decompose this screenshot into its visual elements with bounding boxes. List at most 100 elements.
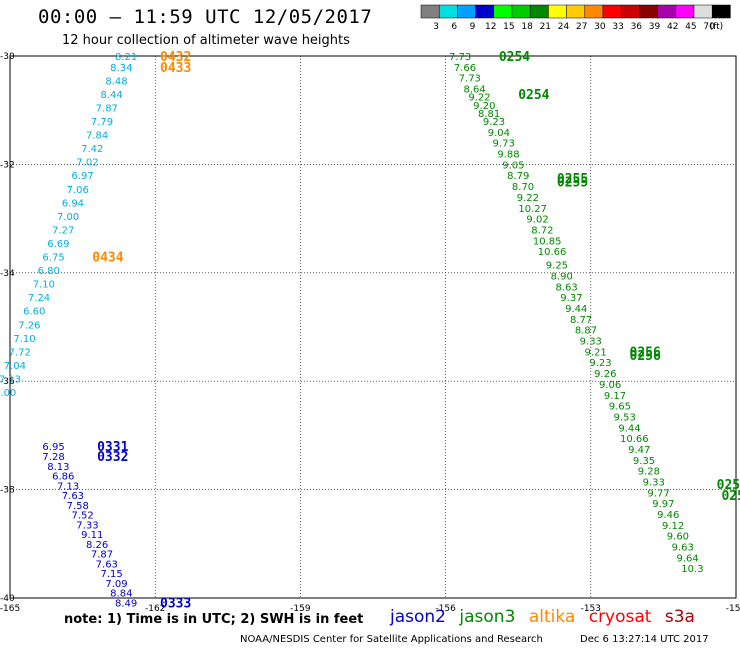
data-point-label: 7.63 [96, 559, 118, 570]
data-point-label: 9.23 [483, 117, 505, 128]
colorscale-box [529, 4, 549, 19]
data-point-label: 9.77 [647, 488, 669, 499]
data-point-label: 8.72 [531, 225, 553, 236]
colorscale-label: 9 [470, 22, 476, 32]
colorscale-label: 42 [667, 22, 678, 32]
colorscale-box [639, 4, 658, 19]
data-point-label: 6.60 [23, 307, 45, 318]
data-point-label: 7.15 [101, 569, 123, 580]
colorscale-label: 36 [631, 22, 643, 32]
data-point-label: 10.66 [538, 247, 567, 258]
data-point-label: 7.52 [71, 511, 93, 522]
data-point-label: 9.05 [502, 160, 524, 171]
data-point-label: 9.47 [628, 445, 650, 456]
colorscale-box [602, 4, 622, 19]
colorscale-box [475, 4, 495, 19]
data-point-label: 7.58 [67, 501, 89, 512]
data-point-label: 7.06 [67, 185, 89, 196]
data-point-label: 7.10 [13, 334, 35, 345]
data-point-label: 9.64 [676, 553, 698, 564]
data-point-label: 8.21 [115, 52, 137, 63]
data-point-label: 7.42 [81, 144, 103, 155]
data-point-label: 7.02 [76, 158, 98, 169]
data-point-label: 9.46 [657, 510, 679, 521]
data-point-label: 6.75 [42, 253, 64, 264]
data-point-label: 9.63 [672, 543, 694, 554]
colorscale-box [693, 4, 713, 19]
data-point-label: 8.34 [110, 63, 132, 74]
data-point-label: 8.64 [464, 85, 486, 96]
data-point-label: 7.13 [57, 481, 79, 492]
chart-title: 00:00 – 11:59 UTC 12/05/2017 [38, 6, 373, 28]
data-point-label: 7.79 [91, 117, 113, 128]
satellite-legend: jason2 jason3 altika cryosat s3a [390, 607, 703, 627]
colorscale-box [438, 4, 458, 19]
colorscale-box [566, 4, 586, 19]
data-point-label: 9.25 [546, 261, 568, 272]
data-point-label: 7.04 [4, 361, 26, 372]
data-point-label: 7.63 [62, 491, 84, 502]
pass-time-label: 0331 [97, 440, 128, 455]
data-point-label: 7.13 [0, 374, 21, 385]
colorscale-label: 18 [521, 22, 533, 32]
colorscale-label: 30 [594, 22, 606, 32]
data-point-label: 9.22 [517, 193, 539, 204]
colorscale-label: 6 [451, 22, 457, 32]
pass-time-label: 0333 [160, 596, 191, 611]
y-tick-label: -36 [0, 377, 15, 387]
pass-time-label: 0255 [557, 176, 588, 191]
data-point-label: 10.3 [681, 564, 703, 575]
y-tick-label: -38 [0, 486, 15, 496]
data-point-label: 9.73 [493, 139, 515, 150]
data-point-label: 10.85 [533, 236, 562, 247]
data-point-label: 7.26 [18, 320, 40, 331]
colorscale-label: 12 [485, 22, 496, 32]
data-point-label: 8.84 [110, 589, 132, 600]
data-point-label: 9.22 [468, 93, 490, 104]
y-tick-label: -32 [0, 160, 15, 170]
data-point-label: 9.21 [585, 347, 607, 358]
data-point-label: 9.28 [638, 467, 660, 478]
data-point-label: 6.97 [71, 171, 93, 182]
data-point-label: 8.77 [570, 315, 592, 326]
data-point-label: 8.70 [512, 182, 534, 193]
colorscale-label: 21 [540, 22, 551, 32]
colorscale-label: 39 [649, 22, 661, 32]
colorscale-box [511, 4, 531, 19]
data-point-label: 9.04 [488, 128, 510, 139]
data-point-label: 9.37 [560, 293, 582, 304]
y-tick-label: -30 [0, 52, 15, 62]
data-point-label: 9.06 [599, 380, 621, 391]
data-point-label: 10.66 [620, 434, 649, 445]
colorscale-label: 33 [612, 22, 623, 32]
data-point-label: 7.00 [57, 212, 79, 223]
colorscale-box [548, 4, 567, 19]
data-point-label: 6.80 [38, 266, 60, 277]
data-point-label: 7.87 [91, 550, 113, 561]
data-point-label: 7.00 [0, 388, 16, 399]
data-point-label: 9.33 [643, 477, 665, 488]
data-point-label: 9.53 [614, 412, 636, 423]
data-point-label: 9.26 [594, 369, 616, 380]
y-tick-label: -40 [0, 594, 15, 604]
data-point-label: 9.88 [497, 150, 519, 161]
colorscale-label: 24 [558, 22, 570, 32]
data-point-label: 9.02 [526, 215, 548, 226]
data-point-label: 7.10 [33, 280, 55, 291]
data-point-label: 6.94 [62, 198, 84, 209]
data-point-label: 7.84 [86, 131, 108, 142]
data-point-label: 7.73 [449, 52, 471, 63]
data-point-label: 8.87 [575, 326, 597, 337]
data-point-label: 8.13 [47, 462, 69, 473]
data-point-label: 7.72 [9, 347, 31, 358]
pass-time-label: 025 [721, 489, 740, 504]
x-tick-label: -162 [145, 604, 165, 614]
data-point-label: 8.63 [555, 282, 577, 293]
data-point-label: 8.90 [551, 272, 573, 283]
data-point-label: 7.73 [459, 74, 481, 85]
data-point-label: 9.23 [589, 358, 611, 369]
legend-s3a: s3a [664, 607, 695, 627]
pass-time-label: 0332 [97, 450, 128, 465]
data-point-label: 9.35 [633, 456, 655, 467]
x-tick-label: -150 [726, 604, 740, 614]
